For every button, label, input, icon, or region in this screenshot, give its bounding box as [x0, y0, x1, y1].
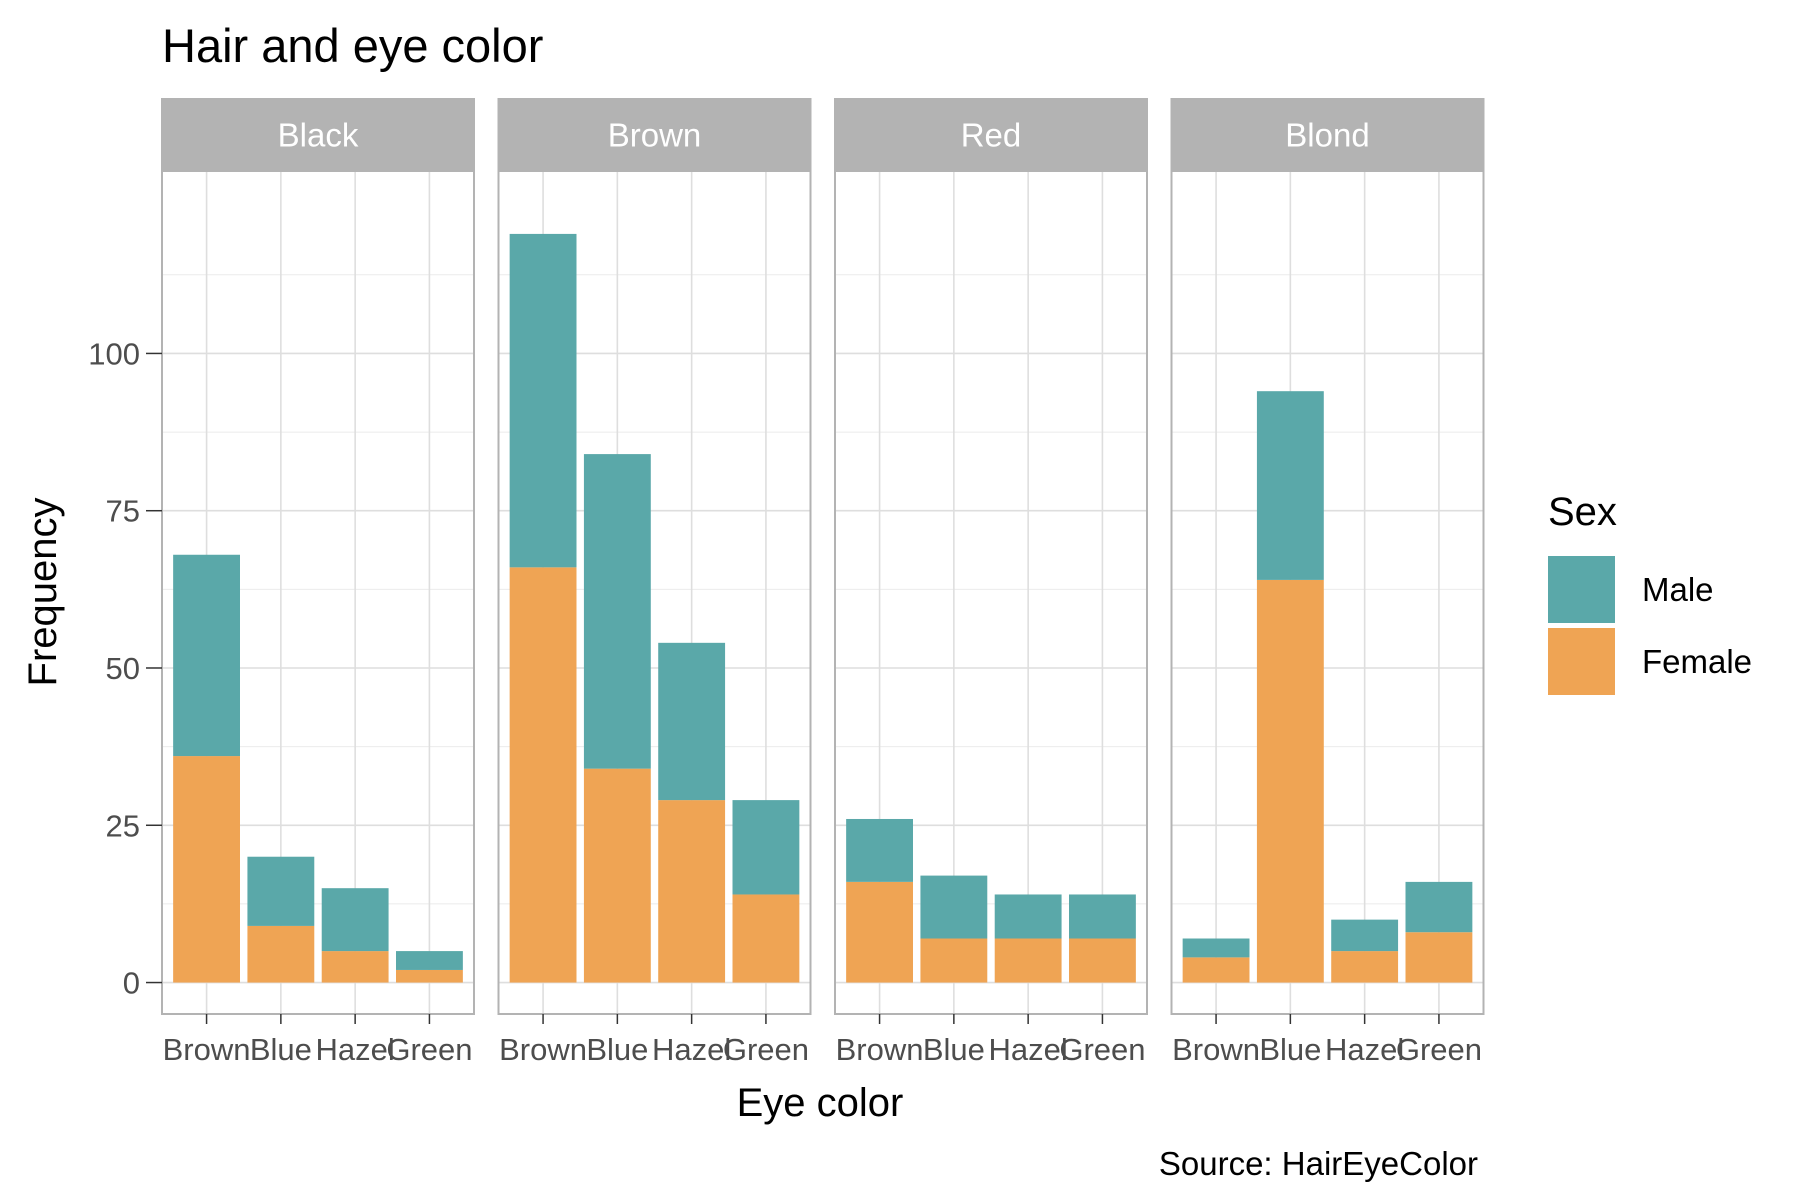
x-tick-label: Blue: [250, 1032, 312, 1067]
bar-male-brown-hazel: [658, 642, 726, 801]
bar-female-black-brown: [173, 756, 240, 983]
x-tick-label: Blue: [586, 1032, 648, 1067]
facet-strip-label: Red: [961, 117, 1022, 154]
bar-male-brown-brown: [509, 233, 577, 568]
facet-strip-label: Blond: [1285, 117, 1369, 154]
bar-female-brown-green: [732, 894, 800, 983]
bar-male-blond-blue: [1256, 391, 1324, 580]
legend-key-male: [1548, 556, 1615, 623]
x-tick-label: Brown: [499, 1032, 587, 1067]
bar-female-blond-green: [1405, 932, 1473, 983]
chart-title: Hair and eye color: [162, 19, 543, 72]
x-tick-label: Brown: [163, 1032, 251, 1067]
bar-female-black-hazel: [321, 951, 389, 983]
x-axis-title: Eye color: [737, 1081, 904, 1125]
bar-female-red-hazel: [994, 938, 1062, 983]
facet-strip: [834, 98, 1148, 171]
bar-male-black-green: [396, 951, 463, 970]
legend-label-female: Female: [1642, 643, 1752, 680]
y-tick-label: 100: [88, 336, 140, 371]
bar-female-red-green: [1069, 938, 1136, 983]
bar-male-red-brown: [846, 818, 913, 882]
facet-strip-label: Black: [278, 117, 359, 154]
bar-male-black-blue: [247, 856, 315, 926]
x-tick-label: Green: [1396, 1032, 1482, 1067]
x-tick-label: Brown: [1172, 1032, 1260, 1067]
x-tick-label: Blue: [923, 1032, 985, 1067]
bar-female-brown-hazel: [658, 800, 726, 983]
bar-female-brown-brown: [509, 567, 577, 983]
bar-female-blond-brown: [1182, 957, 1250, 983]
panel-background: [1171, 171, 1484, 1014]
bar-male-black-brown: [173, 554, 240, 757]
y-tick-label: 25: [106, 808, 140, 843]
bar-male-blond-hazel: [1331, 919, 1399, 952]
facet-strip: [1170, 98, 1485, 171]
bar-male-black-hazel: [321, 888, 389, 952]
y-axis-title: Frequency: [21, 498, 65, 687]
legend-label-male: Male: [1642, 571, 1714, 608]
y-tick-label: 50: [106, 651, 140, 686]
legend: Sex Male Female: [1548, 490, 1752, 695]
x-tick-label: Hazel: [989, 1032, 1068, 1067]
x-tick-label: Green: [723, 1032, 809, 1067]
bar-female-red-brown: [846, 881, 913, 983]
bar-male-brown-blue: [583, 454, 651, 769]
x-tick-label: Hazel: [1325, 1032, 1404, 1067]
bar-female-blond-hazel: [1331, 951, 1399, 983]
facet-strip: [497, 98, 812, 171]
x-tick-label: Blue: [1259, 1032, 1321, 1067]
bar-male-red-hazel: [994, 894, 1062, 939]
x-tick-label: Hazel: [316, 1032, 395, 1067]
facet-strip: [161, 98, 475, 171]
y-axis: 0 25 50 75 100: [88, 336, 162, 1001]
legend-key-female: [1548, 628, 1615, 695]
bar-male-red-blue: [920, 875, 988, 939]
bar-male-brown-green: [732, 800, 800, 895]
bar-female-blond-blue: [1256, 579, 1324, 983]
x-tick-label: Brown: [836, 1032, 924, 1067]
bar-male-blond-brown: [1182, 938, 1250, 958]
chart-caption: Source: HairEyeColor: [1159, 1145, 1478, 1182]
y-tick-label: 75: [106, 494, 140, 529]
bar-male-red-green: [1069, 894, 1136, 939]
bar-female-black-green: [396, 969, 463, 983]
facet-strip-label: Brown: [608, 117, 702, 154]
y-tick-label: 0: [123, 966, 140, 1001]
x-tick-label: Green: [1059, 1032, 1145, 1067]
bar-female-brown-blue: [583, 768, 651, 983]
bar-female-red-blue: [920, 938, 988, 983]
bar-female-black-blue: [247, 925, 315, 983]
bar-male-blond-green: [1405, 881, 1473, 933]
x-tick-label: Hazel: [652, 1032, 731, 1067]
x-tick-label: Green: [386, 1032, 472, 1067]
legend-title: Sex: [1548, 490, 1617, 534]
